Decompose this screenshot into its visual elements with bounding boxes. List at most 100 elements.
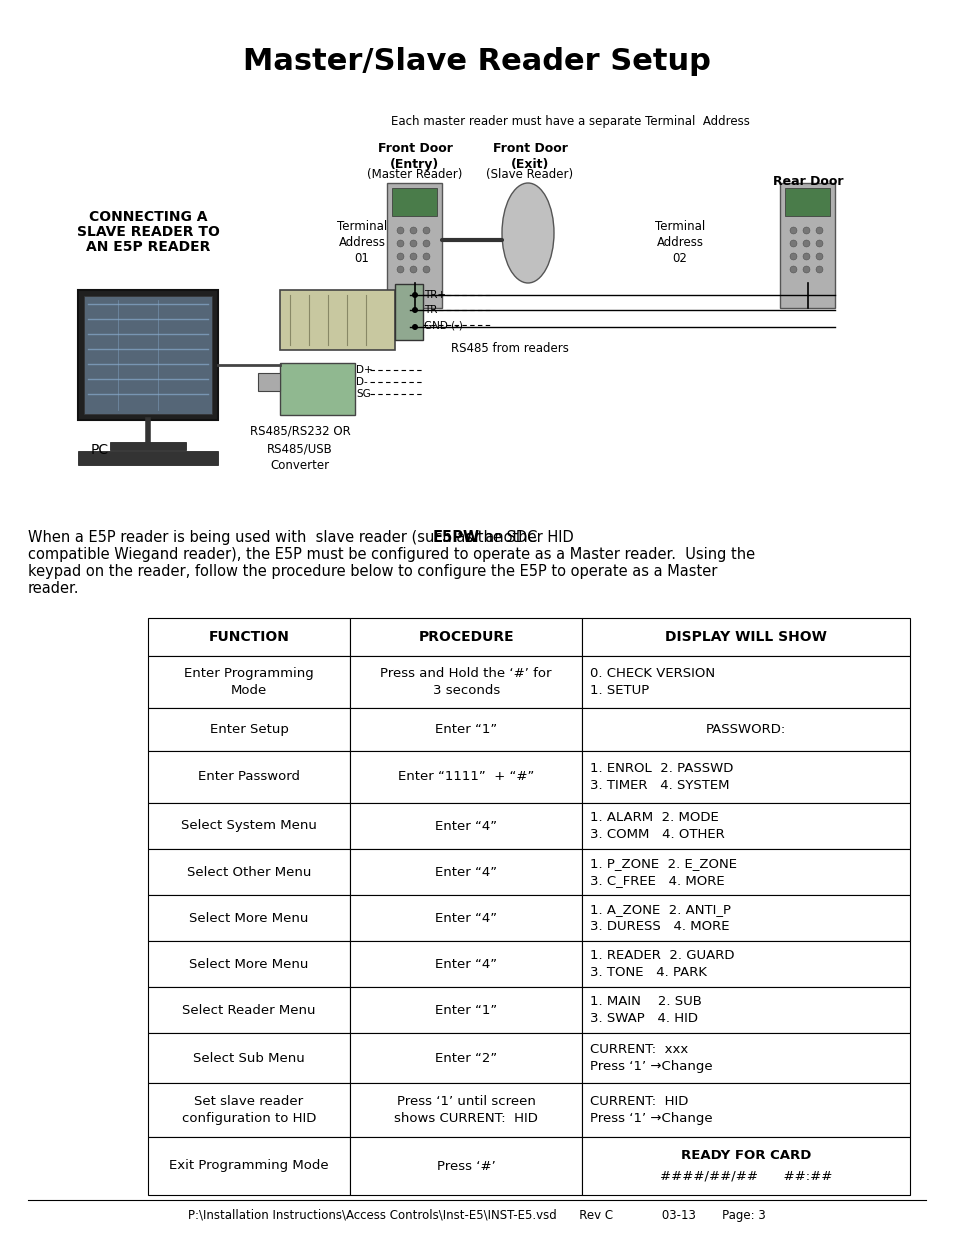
Text: GND (-): GND (-) bbox=[423, 320, 462, 330]
Bar bbox=[148, 803, 350, 848]
Circle shape bbox=[396, 227, 403, 233]
Bar bbox=[581, 941, 909, 987]
Text: Enter “1”: Enter “1” bbox=[435, 1004, 497, 1016]
Bar bbox=[148, 848, 350, 895]
Circle shape bbox=[789, 253, 796, 261]
Bar bbox=[148, 1032, 350, 1083]
Bar bbox=[148, 895, 350, 941]
Text: Enter Password: Enter Password bbox=[198, 771, 299, 783]
Text: Enter “1”: Enter “1” bbox=[435, 722, 497, 736]
Text: When a E5P reader is being used with  slave reader (such as the SDC: When a E5P reader is being used with sla… bbox=[28, 530, 541, 545]
Text: keypad on the reader, follow the procedure below to configure the E5P to operate: keypad on the reader, follow the procedu… bbox=[28, 564, 717, 579]
Bar bbox=[350, 618, 581, 656]
Text: 1. READER  2. GUARD
3. TONE   4. PARK: 1. READER 2. GUARD 3. TONE 4. PARK bbox=[590, 948, 734, 979]
Bar bbox=[280, 290, 395, 350]
Text: CONNECTING A: CONNECTING A bbox=[89, 210, 207, 224]
Bar bbox=[350, 848, 581, 895]
Text: PC: PC bbox=[91, 443, 109, 457]
Text: AN E5P READER: AN E5P READER bbox=[86, 240, 210, 254]
Circle shape bbox=[412, 324, 417, 330]
Text: P:\Installation Instructions\Access Controls\Inst-E5\INST-E5.vsd      Rev C     : P:\Installation Instructions\Access Cont… bbox=[188, 1209, 765, 1221]
Text: E5PW: E5PW bbox=[432, 530, 479, 545]
Ellipse shape bbox=[501, 183, 554, 283]
Text: Select More Menu: Select More Menu bbox=[189, 911, 309, 925]
Bar bbox=[148, 987, 350, 1032]
Bar bbox=[350, 803, 581, 848]
Text: D-: D- bbox=[355, 377, 367, 387]
Circle shape bbox=[802, 240, 809, 247]
Bar bbox=[581, 803, 909, 848]
Circle shape bbox=[802, 266, 809, 273]
Circle shape bbox=[815, 253, 822, 261]
Text: 1. A_ZONE  2. ANTI_P
3. DURESS   4. MORE: 1. A_ZONE 2. ANTI_P 3. DURESS 4. MORE bbox=[590, 903, 731, 934]
Text: Each master reader must have a separate Terminal  Address: Each master reader must have a separate … bbox=[390, 116, 749, 128]
Bar bbox=[350, 1032, 581, 1083]
Bar bbox=[350, 987, 581, 1032]
Circle shape bbox=[410, 266, 416, 273]
Text: compatible Wiegand reader), the E5P must be configured to operate as a Master re: compatible Wiegand reader), the E5P must… bbox=[28, 547, 755, 562]
Text: 1. ALARM  2. MODE
3. COMM   4. OTHER: 1. ALARM 2. MODE 3. COMM 4. OTHER bbox=[590, 810, 724, 841]
Circle shape bbox=[422, 227, 430, 233]
Text: Terminal
Address
01: Terminal Address 01 bbox=[336, 220, 387, 266]
Text: Select Other Menu: Select Other Menu bbox=[187, 866, 311, 878]
Text: Enter “4”: Enter “4” bbox=[435, 911, 497, 925]
Circle shape bbox=[422, 266, 430, 273]
Bar bbox=[148, 1083, 350, 1137]
Circle shape bbox=[802, 227, 809, 233]
Bar bbox=[780, 183, 835, 308]
Circle shape bbox=[396, 266, 403, 273]
Text: Enter Programming
Mode: Enter Programming Mode bbox=[184, 667, 314, 698]
Text: Enter Setup: Enter Setup bbox=[210, 722, 288, 736]
Text: READY FOR CARD: READY FOR CARD bbox=[680, 1149, 810, 1162]
Text: SLAVE READER TO: SLAVE READER TO bbox=[76, 225, 219, 240]
Text: PROCEDURE: PROCEDURE bbox=[417, 630, 514, 643]
Bar bbox=[395, 284, 422, 340]
Bar bbox=[148, 1137, 350, 1195]
Text: CURRENT:  HID
Press ‘1’ →Change: CURRENT: HID Press ‘1’ →Change bbox=[590, 1094, 712, 1125]
Bar bbox=[581, 751, 909, 803]
Text: D+: D+ bbox=[355, 366, 373, 375]
Bar bbox=[78, 451, 218, 466]
Text: Enter “4”: Enter “4” bbox=[435, 820, 497, 832]
Bar bbox=[148, 656, 350, 708]
Text: (Master Reader): (Master Reader) bbox=[367, 168, 462, 182]
Bar bbox=[784, 188, 830, 215]
Circle shape bbox=[396, 240, 403, 247]
Text: Press and Hold the ‘#’ for
3 seconds: Press and Hold the ‘#’ for 3 seconds bbox=[380, 667, 551, 698]
Bar bbox=[350, 656, 581, 708]
Text: Select System Menu: Select System Menu bbox=[181, 820, 316, 832]
Text: Enter “4”: Enter “4” bbox=[435, 957, 497, 971]
Circle shape bbox=[410, 227, 416, 233]
Bar bbox=[148, 941, 350, 987]
Bar bbox=[581, 656, 909, 708]
Bar bbox=[350, 941, 581, 987]
Bar bbox=[387, 183, 442, 308]
Text: Press ‘#’: Press ‘#’ bbox=[436, 1160, 495, 1172]
Text: Terminal
Address
02: Terminal Address 02 bbox=[654, 220, 704, 266]
Bar bbox=[110, 442, 186, 450]
Bar bbox=[350, 708, 581, 751]
Text: ####/##/##      ##:##: ####/##/## ##:## bbox=[659, 1170, 831, 1183]
Text: Exit Programming Mode: Exit Programming Mode bbox=[169, 1160, 329, 1172]
Text: Enter “1111”  + “#”: Enter “1111” + “#” bbox=[397, 771, 534, 783]
Bar bbox=[350, 1083, 581, 1137]
Bar bbox=[148, 618, 350, 656]
Bar bbox=[581, 1032, 909, 1083]
Text: 1. MAIN    2. SUB
3. SWAP   4. HID: 1. MAIN 2. SUB 3. SWAP 4. HID bbox=[590, 994, 701, 1025]
Circle shape bbox=[412, 308, 417, 312]
Bar bbox=[350, 751, 581, 803]
Text: Master/Slave Reader Setup: Master/Slave Reader Setup bbox=[243, 47, 710, 77]
Text: 1. ENROL  2. PASSWD
3. TIMER   4. SYSTEM: 1. ENROL 2. PASSWD 3. TIMER 4. SYSTEM bbox=[590, 762, 733, 792]
Text: Select Sub Menu: Select Sub Menu bbox=[193, 1051, 305, 1065]
Text: Press ‘1’ until screen
shows CURRENT:  HID: Press ‘1’ until screen shows CURRENT: HI… bbox=[394, 1094, 537, 1125]
Text: Select Reader Menu: Select Reader Menu bbox=[182, 1004, 315, 1016]
Text: TR-: TR- bbox=[423, 305, 440, 315]
Bar bbox=[78, 290, 218, 420]
Circle shape bbox=[815, 240, 822, 247]
Bar bbox=[257, 373, 280, 391]
Text: RS485 from readers: RS485 from readers bbox=[451, 342, 568, 354]
Circle shape bbox=[410, 253, 416, 261]
Text: Front Door
(Exit): Front Door (Exit) bbox=[492, 142, 567, 170]
Text: CURRENT:  xxx
Press ‘1’ →Change: CURRENT: xxx Press ‘1’ →Change bbox=[590, 1042, 712, 1073]
Bar bbox=[350, 895, 581, 941]
